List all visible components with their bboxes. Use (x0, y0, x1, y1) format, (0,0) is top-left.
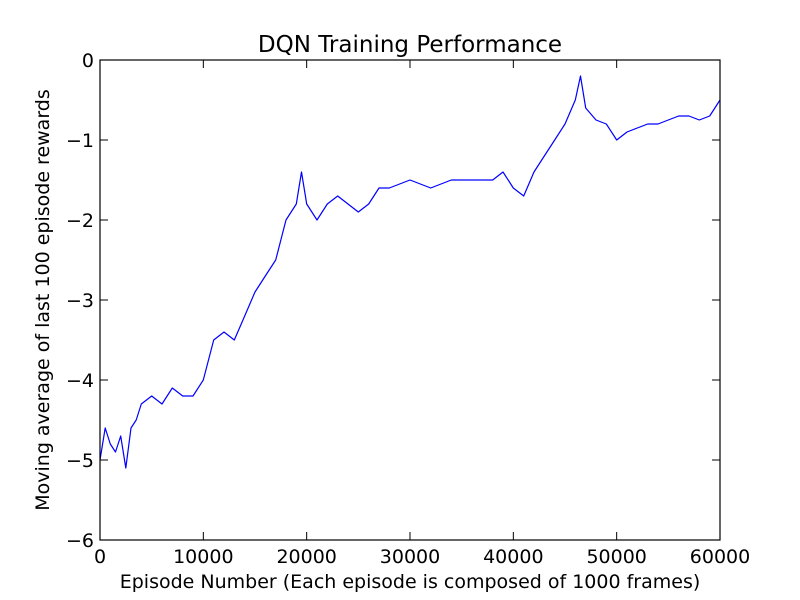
y-tick-label: −5 (66, 450, 94, 472)
y-axis-ticks: 0 −1 −2 −3 −4 −5 −6 (66, 50, 720, 552)
y-axis-label: Moving average of last 100 episode rewar… (32, 89, 54, 511)
series-line (99, 75, 721, 469)
y-tick-label: −4 (66, 370, 94, 392)
chart-title: DQN Training Performance (258, 32, 562, 58)
y-tick-label: −3 (66, 290, 94, 312)
y-tick-label: −1 (66, 130, 94, 152)
x-tick-label: 30000 (380, 546, 440, 568)
x-tick-label: 40000 (483, 546, 543, 568)
x-tick-label: 0 (94, 546, 106, 568)
x-tick-label: 20000 (276, 546, 336, 568)
x-tick-label: 50000 (586, 546, 646, 568)
x-axis-label: Episode Number (Each episode is composed… (120, 571, 701, 593)
y-tick-label: −6 (66, 530, 94, 552)
y-tick-label: 0 (82, 50, 94, 72)
x-axis-ticks: 0 10000 20000 30000 40000 50000 60000 (94, 60, 750, 568)
x-tick-label: 60000 (690, 546, 750, 568)
x-tick-label: 10000 (173, 546, 233, 568)
y-tick-label: −2 (66, 210, 94, 232)
